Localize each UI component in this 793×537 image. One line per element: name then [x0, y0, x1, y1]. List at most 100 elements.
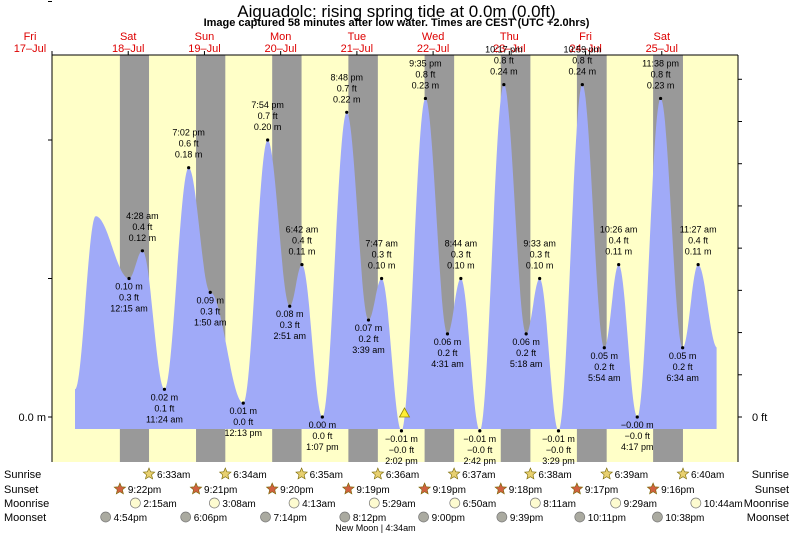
tide-point [681, 346, 685, 350]
tide-point [127, 276, 131, 281]
day-name: Fri [24, 31, 37, 43]
tide-point [208, 290, 212, 294]
tide-point [635, 415, 639, 419]
tide-ft: 0.6 ft [179, 139, 200, 149]
day-date: 21–Jul [341, 43, 373, 55]
moonrise-time: 3:08am [222, 499, 255, 510]
moonset-time: 4:54pm [114, 513, 147, 524]
tide-time: 3:29 pm [542, 456, 575, 466]
sunrise-time: 6:35am [310, 470, 343, 481]
tide-point [556, 429, 561, 433]
tide-time: 4:17 pm [621, 442, 654, 452]
tide-area [75, 84, 717, 431]
tide-point [266, 138, 270, 142]
sunset-icon [189, 482, 203, 495]
tide-m: 0.10 m [526, 261, 554, 271]
moonset-icon [418, 511, 429, 523]
tide-ft: 0.4 ft [609, 236, 630, 246]
moonset-row-label: Moonset [4, 512, 46, 524]
tide-time: 11:38 pm [642, 58, 679, 68]
tide-time: 4:28 am [126, 211, 159, 221]
tide-ft: 0.8 ft [651, 69, 672, 79]
tide-ft: 0.2 ft [516, 348, 537, 358]
tide-m: 0.24 m [490, 67, 518, 77]
day-name: Fri [579, 31, 592, 43]
tide-time: 11:24 am [146, 414, 183, 424]
tide-point [538, 276, 542, 281]
tide-point [696, 263, 700, 267]
tide-ft: 0.2 ft [594, 362, 615, 372]
tide-ft: 0.3 ft [200, 306, 221, 316]
tide-time: 1:50 am [194, 317, 227, 327]
sunrise-icon [523, 467, 537, 480]
sunset-time: 9:19pm [433, 485, 466, 496]
tide-time: 12:13 pm [224, 428, 262, 438]
tide-m: 0.08 m [276, 309, 304, 319]
sunrise-row-label: Sunrise [4, 469, 41, 481]
day-name: Sat [654, 31, 671, 43]
moonset-icon [652, 511, 663, 523]
moonrise-time: 8:11am [543, 499, 576, 510]
day-date: 23–Jul [493, 43, 525, 55]
moonset-icon [100, 511, 112, 523]
moonrise-icon [130, 497, 141, 509]
sunset-icon [265, 482, 279, 495]
moonrise-time: 6:50am [463, 499, 496, 510]
moonrise-icon [529, 497, 541, 509]
tide-time: 8:48 pm [330, 72, 363, 82]
tide-point [187, 166, 191, 170]
tide-point [366, 318, 371, 322]
tide-ft: 0.8 ft [572, 56, 593, 66]
sunrise-row-label-right: Sunrise [752, 469, 789, 481]
tide-m: 0.10 m [368, 261, 396, 271]
tide-point [659, 96, 663, 101]
day-date: 19–Jul [188, 43, 220, 55]
sunrise-icon [142, 467, 156, 480]
moonset-row-label-right: Moonset [747, 512, 789, 524]
sunrise-icon [676, 467, 690, 480]
tide-m: −0.01 m [385, 434, 418, 444]
tide-point [580, 83, 584, 87]
moonset-time: 8:12pm [353, 513, 386, 524]
sunrise-time: 6:37am [462, 470, 495, 481]
moonrise-row-label: Moonrise [4, 498, 49, 510]
tide-point [345, 110, 349, 114]
tide-time: 9:33 am [523, 239, 556, 249]
tide-time: 11:27 am [680, 225, 717, 235]
day-date: 22–Jul [417, 43, 449, 55]
tide-point [162, 387, 167, 391]
tide-ft: 0.3 ft [372, 250, 393, 260]
sunset-time: 9:18pm [509, 485, 542, 496]
tide-m: 0.06 m [512, 337, 540, 347]
tide-time: 9:35 pm [409, 58, 442, 68]
moonrise-icon [690, 497, 702, 509]
tide-time: 7:47 am [365, 239, 398, 249]
sunset-time: 9:16pm [661, 485, 694, 496]
day-date: 20–Jul [264, 43, 296, 55]
sunrise-time: 6:36am [386, 470, 419, 481]
sunset-time: 9:22pm [128, 485, 161, 496]
day-name: Wed [422, 31, 444, 43]
moonset-icon [180, 511, 192, 523]
tide-m: 0.07 m [355, 323, 383, 333]
tide-time: 12:15 am [110, 304, 148, 314]
sunrise-time: 6:34am [233, 470, 266, 481]
tide-time: 6:34 am [666, 373, 699, 383]
tide-point [140, 249, 145, 253]
tide-m: −0.01 m [463, 434, 496, 444]
tide-time: 10:59 pm [564, 45, 602, 55]
moonset-icon [496, 511, 508, 523]
moonset-icon [574, 511, 586, 523]
tide-ft: −0.0 ft [625, 431, 651, 441]
tide-ft: 0.0 ft [233, 417, 254, 427]
tide-m: 0.02 m [151, 392, 179, 402]
tide-point [502, 83, 506, 87]
tide-m: −0.01 m [542, 434, 575, 444]
day-name: Tue [348, 31, 367, 43]
sunset-time: 9:20pm [280, 485, 313, 496]
tide-ft: 0.4 ft [292, 236, 313, 246]
moonrise-icon [288, 497, 300, 509]
tide-point [300, 263, 304, 267]
tide-ft: 0.8 ft [494, 56, 515, 66]
